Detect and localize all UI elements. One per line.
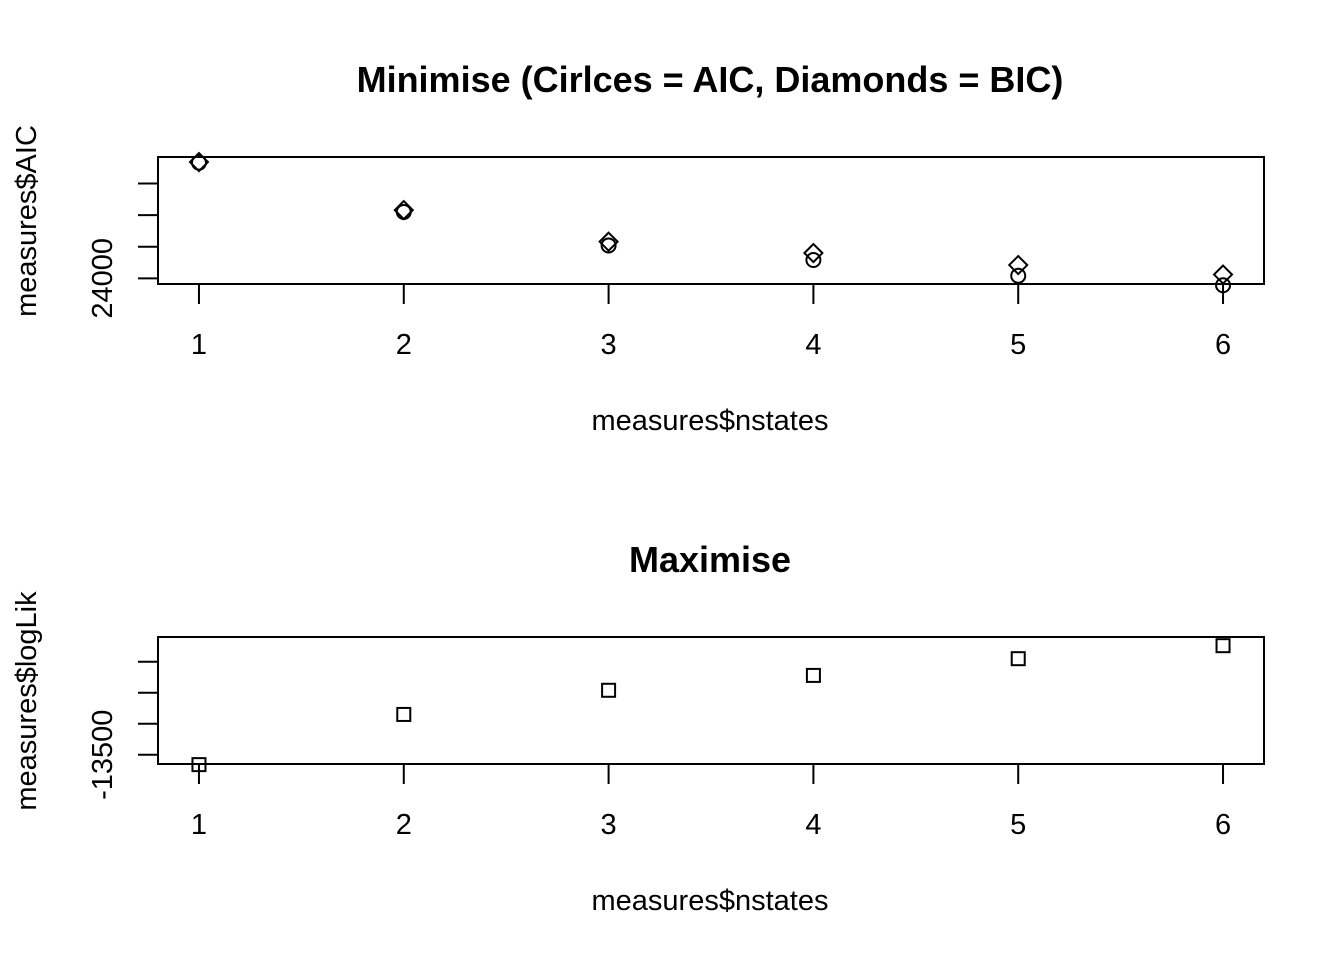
aic-point <box>600 237 617 254</box>
points-maximise <box>191 638 1231 773</box>
loglik-point <box>1010 651 1026 667</box>
x-tick-label: 4 <box>805 809 821 841</box>
y-axis-maximise: -13500 <box>87 660 158 800</box>
y-tick-label: -13500 <box>87 710 119 800</box>
x-tick-label: 3 <box>601 329 617 361</box>
x-tick-label: 5 <box>1010 809 1026 841</box>
loglik-point <box>601 682 617 698</box>
bic-point <box>598 231 620 253</box>
loglik-point <box>191 757 207 773</box>
x-axis-minimise: 1 2 3 4 5 6 <box>191 284 1231 361</box>
bic-point <box>393 199 415 221</box>
y-axis-label-minimise: measures$AIC <box>11 125 43 317</box>
aic-point <box>1010 267 1027 284</box>
x-tick-label: 6 <box>1215 329 1231 361</box>
x-axis-label-maximise: measures$nstates <box>592 885 829 917</box>
x-tick-label: 1 <box>191 329 207 361</box>
x-axis-maximise: 1 2 3 4 5 6 <box>191 764 1231 841</box>
x-tick-label: 2 <box>396 809 412 841</box>
chart-title-minimise: Minimise (Cirlces = AIC, Diamonds = BIC) <box>357 59 1064 100</box>
points-minimise <box>188 151 1234 294</box>
x-axis-label-minimise: measures$nstates <box>592 405 829 437</box>
panel-minimise: Minimise (Cirlces = AIC, Diamonds = BIC)… <box>11 59 1265 437</box>
plot-frame-maximise <box>157 636 1265 765</box>
loglik-point <box>1215 638 1231 654</box>
aic-point <box>805 251 822 268</box>
loglik-point <box>396 706 412 722</box>
x-tick-label: 6 <box>1215 809 1231 841</box>
loglik-point <box>805 667 821 683</box>
bic-point <box>1007 254 1029 276</box>
x-tick-label: 4 <box>805 329 821 361</box>
aic-point <box>1215 277 1232 294</box>
y-axis-label-maximise: measures$logLik <box>11 591 43 811</box>
plot-frame-minimise <box>157 156 1265 285</box>
chart-title-maximise: Maximise <box>629 539 791 580</box>
x-tick-label: 1 <box>191 809 207 841</box>
bic-point <box>802 242 824 264</box>
bic-point <box>1212 264 1234 285</box>
x-tick-label: 2 <box>396 329 412 361</box>
x-tick-label: 5 <box>1010 329 1026 361</box>
x-tick-label: 3 <box>601 809 617 841</box>
y-tick-label: 24000 <box>87 238 119 319</box>
y-axis-minimise: 24000 <box>87 182 158 319</box>
bic-point <box>188 151 210 173</box>
